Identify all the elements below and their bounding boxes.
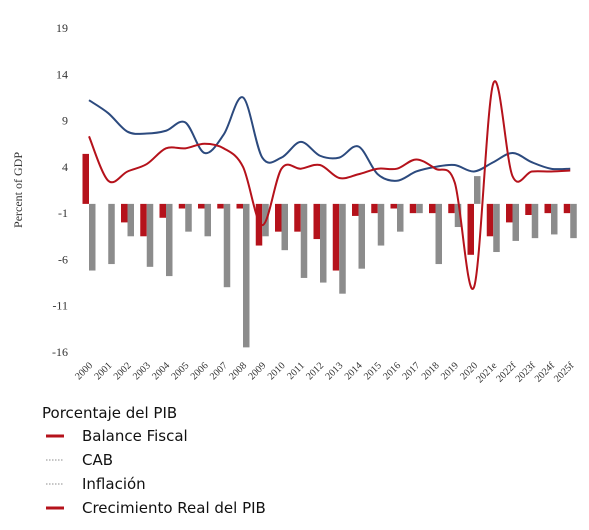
x-tick-label: 2018 — [420, 360, 442, 382]
bar — [339, 203, 346, 294]
bar — [467, 203, 474, 255]
x-tick-label: 2023f — [514, 360, 539, 385]
x-tick-label: 2014 — [343, 360, 365, 382]
bar — [448, 203, 455, 214]
legend-label: Balance Fiscal — [82, 427, 188, 445]
bar — [474, 176, 481, 204]
bar — [525, 203, 532, 215]
x-tick-label: 2010 — [266, 360, 288, 382]
x-tick-label: 2006 — [189, 360, 211, 382]
bar — [121, 203, 128, 223]
bar — [236, 203, 243, 209]
bar — [397, 203, 404, 232]
y-axis-label: Percent of GDP — [11, 152, 25, 228]
bar — [320, 203, 327, 283]
bar — [275, 203, 282, 232]
bar — [204, 203, 211, 237]
bar — [223, 203, 231, 288]
legend-title: Porcentaje del PIB — [42, 404, 177, 422]
bar — [377, 203, 385, 246]
bar — [416, 203, 423, 214]
y-tick-label: 9 — [62, 114, 68, 128]
x-tick-label: 2003 — [131, 360, 153, 382]
x-tick-label: 2021e — [474, 360, 499, 385]
bar — [300, 203, 308, 278]
bar — [217, 203, 224, 209]
bar — [486, 203, 494, 237]
bar — [82, 153, 89, 204]
y-tick-label: -11 — [52, 299, 68, 313]
line — [88, 96, 571, 182]
bar — [371, 203, 378, 214]
y-tick-label: 19 — [56, 21, 68, 35]
bar — [108, 203, 115, 265]
bar — [358, 203, 365, 269]
x-tick-label: 2004 — [150, 360, 172, 382]
bar — [198, 203, 205, 209]
y-tick-label: 4 — [62, 160, 68, 174]
legend-label: Inflación — [82, 475, 146, 493]
x-tick-label: 2025f — [552, 360, 577, 385]
bar — [178, 203, 186, 209]
x-tick-label: 2015 — [362, 360, 384, 382]
bar — [140, 203, 147, 237]
bar — [429, 203, 436, 214]
bar — [281, 203, 288, 251]
bar — [435, 203, 442, 265]
x-tick-label: 2008 — [227, 360, 249, 382]
bar — [294, 203, 301, 232]
bar — [185, 203, 192, 232]
bar — [506, 203, 513, 223]
bar — [493, 203, 500, 253]
bar — [454, 203, 462, 228]
line — [88, 80, 571, 290]
bar — [390, 203, 397, 209]
bar — [570, 203, 577, 239]
x-tick-label: 2009 — [246, 360, 268, 382]
x-tick-label: 2012 — [304, 360, 326, 382]
x-tick-label: 2016 — [381, 360, 403, 382]
legend-label: CAB — [82, 451, 113, 469]
bar — [512, 203, 519, 241]
bar — [255, 203, 263, 246]
y-tick-label: 14 — [56, 67, 68, 81]
bar — [544, 203, 551, 214]
bar — [531, 203, 539, 239]
x-tick-label: 2024f — [533, 360, 558, 385]
bar — [409, 203, 417, 214]
x-tick-label: 2011 — [285, 360, 307, 382]
y-tick-label: -6 — [58, 252, 68, 266]
bar — [89, 203, 96, 271]
x-tick-label: 2007 — [208, 360, 230, 382]
bar — [243, 203, 250, 348]
x-tick-label: 2019 — [439, 360, 461, 382]
bar — [332, 203, 340, 271]
bar — [127, 203, 134, 237]
bar — [563, 203, 571, 214]
x-tick-label: 2005 — [169, 360, 191, 382]
y-tick-label: -1 — [58, 206, 68, 220]
bar — [551, 203, 558, 235]
bar — [159, 203, 166, 218]
x-tick-label: 2001 — [92, 360, 114, 382]
legend-label: Crecimiento Real del PIB — [82, 499, 266, 517]
x-tick-label: 2013 — [323, 360, 345, 382]
bar — [146, 203, 154, 267]
bar — [166, 203, 173, 277]
x-tick-label: 2002 — [112, 360, 134, 382]
x-tick-label: 2000 — [73, 360, 95, 382]
bar — [313, 203, 320, 240]
bar — [352, 203, 359, 216]
x-tick-label: 2022f — [494, 360, 519, 385]
y-tick-label: -16 — [52, 345, 68, 359]
x-tick-label: 2017 — [400, 360, 422, 382]
